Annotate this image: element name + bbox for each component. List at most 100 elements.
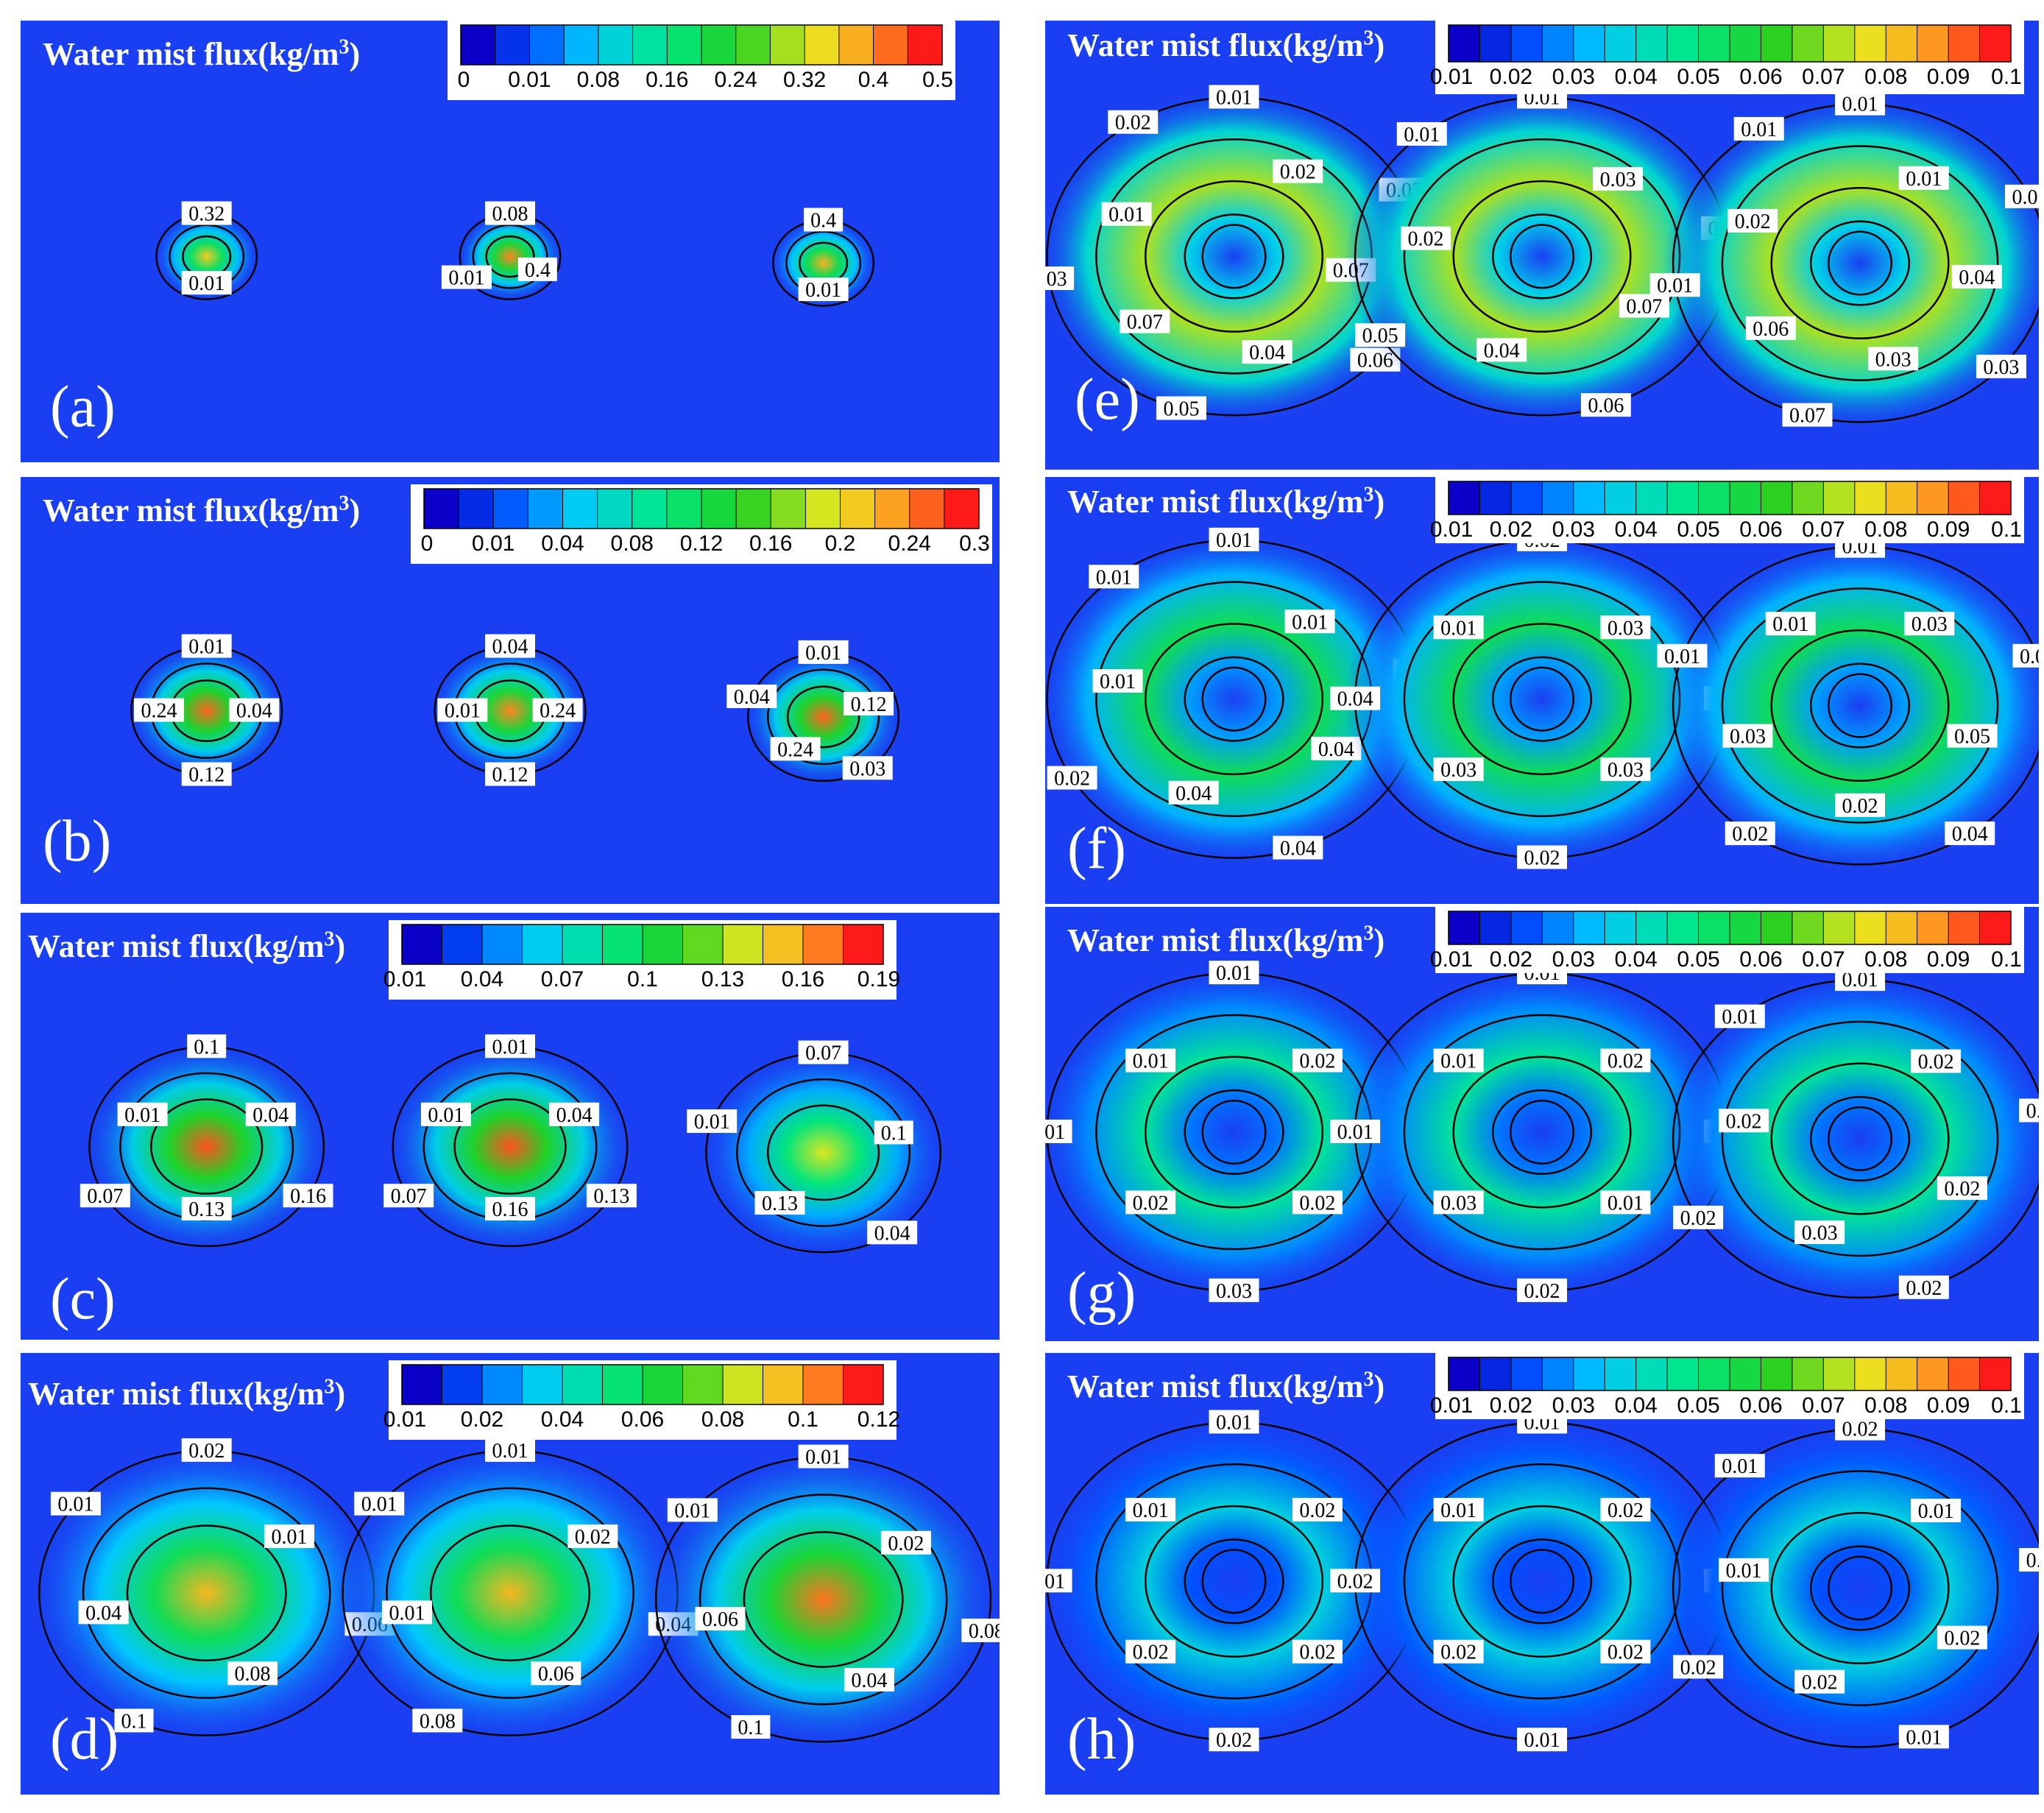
contour-label: 0.04: [1330, 686, 1381, 711]
contour-label: 0.01: [1835, 91, 1885, 116]
colorbar-tick-label: 0.09: [1926, 1393, 1970, 1418]
svg-text:0.02: 0.02: [1944, 1178, 1980, 1201]
svg-text:0.02: 0.02: [1524, 847, 1560, 870]
contour-line: [1509, 1549, 1575, 1614]
svg-text:0.07: 0.07: [1626, 295, 1662, 318]
svg-text:0.01: 0.01: [1292, 611, 1328, 634]
svg-text:0.01: 0.01: [1918, 1500, 1954, 1523]
contour-label: 0.03: [1976, 354, 2026, 379]
svg-text:0.07: 0.07: [391, 1185, 427, 1208]
contour-line: [1452, 180, 1632, 333]
colorbar-tick-label: 0.02: [1489, 517, 1533, 542]
svg-text:0.4: 0.4: [810, 209, 836, 232]
svg-text:0.02: 0.02: [1524, 1280, 1560, 1303]
svg-text:0.01: 0.01: [1100, 671, 1136, 693]
svg-text:0.07: 0.07: [87, 1185, 123, 1208]
colorbar-tick-label: 0.1: [1991, 517, 2022, 542]
contour-label: 0.32: [181, 201, 232, 226]
svg-text:0.03: 0.03: [1802, 1222, 1838, 1245]
panel-letter: (g): [1067, 1261, 1136, 1326]
contour-label: 0.04: [1273, 835, 1323, 860]
contour-label: 0.04: [1242, 340, 1292, 364]
svg-text:0.01: 0.01: [124, 1104, 160, 1127]
contour-label: 0.02: [1898, 1275, 1949, 1300]
contour-label: 0.24: [532, 698, 583, 723]
svg-text:0.01: 0.01: [1722, 1006, 1758, 1029]
svg-text:0.02: 0.02: [1726, 1110, 1762, 1133]
svg-text:0.04: 0.04: [1175, 782, 1212, 805]
colorbar-tick-label: 0.01: [1429, 517, 1474, 542]
heatmap-plot: 0.01 0.01 0.03 0.04 0.04 0.04 0.02 0.01 0.01 0.02…: [1045, 477, 2039, 904]
svg-text:0.07: 0.07: [1789, 405, 1825, 428]
colorbar-tick-label: 0.02: [1489, 65, 1533, 89]
contour-label: 0.01: [117, 1102, 168, 1127]
contour-label: 0.4: [517, 257, 557, 282]
colorbar-tick-label: 0.02: [460, 1407, 504, 1432]
colorbar-gradient: [423, 488, 980, 529]
colorbar-gradient: [1448, 911, 2012, 945]
contour-label: 0.01: [181, 271, 232, 295]
contour-label: 0.04: [1168, 780, 1219, 805]
contour-label: 0.01: [1765, 612, 1816, 636]
colorbar: 0.01 0.02 0.04 0.06 0.08 0.1 0.12: [383, 1360, 900, 1440]
colorbar-tick-label: 0.03: [1552, 65, 1595, 89]
contour-label: 0.01: [1045, 1120, 1072, 1144]
colorbar-gradient: [1448, 1357, 2012, 1391]
svg-text:0.01: 0.01: [1906, 1726, 1942, 1749]
contour-label: 0.01: [1396, 121, 1447, 146]
contour-label: 0.02: [1433, 1639, 1484, 1664]
svg-text:0.02: 0.02: [1299, 1050, 1335, 1073]
colorbar-tick-label: 0.09: [1926, 65, 1970, 89]
contour-line: [1827, 1106, 1893, 1172]
svg-text:0.07: 0.07: [1127, 311, 1163, 334]
contour-label: 0.01: [1517, 1728, 1567, 1752]
contour-label: 0.01: [1898, 166, 1949, 191]
contour-label: 0.02: [1517, 845, 1567, 870]
colorbar-tick-label: 0.16: [749, 531, 793, 556]
contour-line: [766, 668, 880, 766]
svg-text:0.01: 0.01: [1772, 613, 1808, 636]
svg-text:0.07: 0.07: [805, 1042, 841, 1065]
contour-line: [699, 1494, 948, 1706]
contour-label: 0.02: [1600, 1639, 1651, 1664]
contour-label: 0.01: [1433, 1048, 1484, 1073]
svg-text:0.1: 0.1: [121, 1710, 147, 1733]
contour-label: 0.03: [1600, 615, 1651, 640]
colorbar-tick-label: 0.07: [1802, 65, 1845, 89]
contour-label: 0.04: [726, 685, 777, 709]
contour-label: 0.02: [1517, 1278, 1567, 1303]
contour-line: [1452, 1056, 1632, 1209]
contour-label: 0.01: [1714, 1454, 1765, 1478]
svg-text:0.01: 0.01: [1096, 566, 1132, 589]
svg-text:0.02: 0.02: [1842, 1418, 1878, 1441]
svg-text:0.03: 0.03: [1440, 759, 1477, 782]
mist-hotspot: [1045, 89, 1431, 424]
contour-line: [1509, 224, 1575, 289]
contour-label: 0.02: [1911, 1049, 1962, 1074]
contour-label: 0.01: [1433, 1497, 1484, 1522]
colorbar-gradient: [460, 24, 943, 66]
svg-text:0.02: 0.02: [1735, 211, 1771, 233]
colorbar-tick-label: 0.02: [1489, 947, 1533, 972]
contour-line: [1201, 224, 1267, 289]
contour-label: 0.01: [1125, 1048, 1176, 1073]
svg-text:0.24: 0.24: [540, 700, 576, 723]
colorbar-tick-label: 0.05: [1677, 65, 1720, 89]
svg-text:0.02: 0.02: [888, 1533, 924, 1555]
contour-label: 0.04: [844, 1667, 894, 1692]
mist-hotspot: [1345, 1414, 1739, 1749]
contour-label: 0.12: [181, 762, 232, 787]
contour-label: 0.05: [1947, 724, 1998, 749]
svg-text:0.01: 0.01: [1722, 1455, 1758, 1478]
contour-label: 0.01: [1045, 1569, 1072, 1593]
svg-text:0.03: 0.03: [1983, 356, 2019, 379]
svg-text:0.13: 0.13: [762, 1192, 798, 1215]
colorbar-tick-label: 0.01: [508, 68, 551, 92]
heatmap-panel: 0.01 0.02 0.03 0.02 0.03 0.02 0.01 0.01 0.01 0.02…: [1045, 907, 2039, 1341]
heatmap-plot: 0.020.010.060.080.10.040.010.010.020.040…: [21, 1353, 1000, 1795]
svg-text:0.04: 0.04: [1952, 823, 1988, 846]
svg-text:0.01: 0.01: [361, 1494, 397, 1516]
colorbar-tick-label: 0.01: [383, 967, 427, 992]
mist-hotspot: [1045, 1414, 1431, 1749]
colorbar: 0.01 0.02 0.03 0.04 0.05 0.06 0.07 0.08 0.09 0.1: [1430, 1353, 2024, 1419]
